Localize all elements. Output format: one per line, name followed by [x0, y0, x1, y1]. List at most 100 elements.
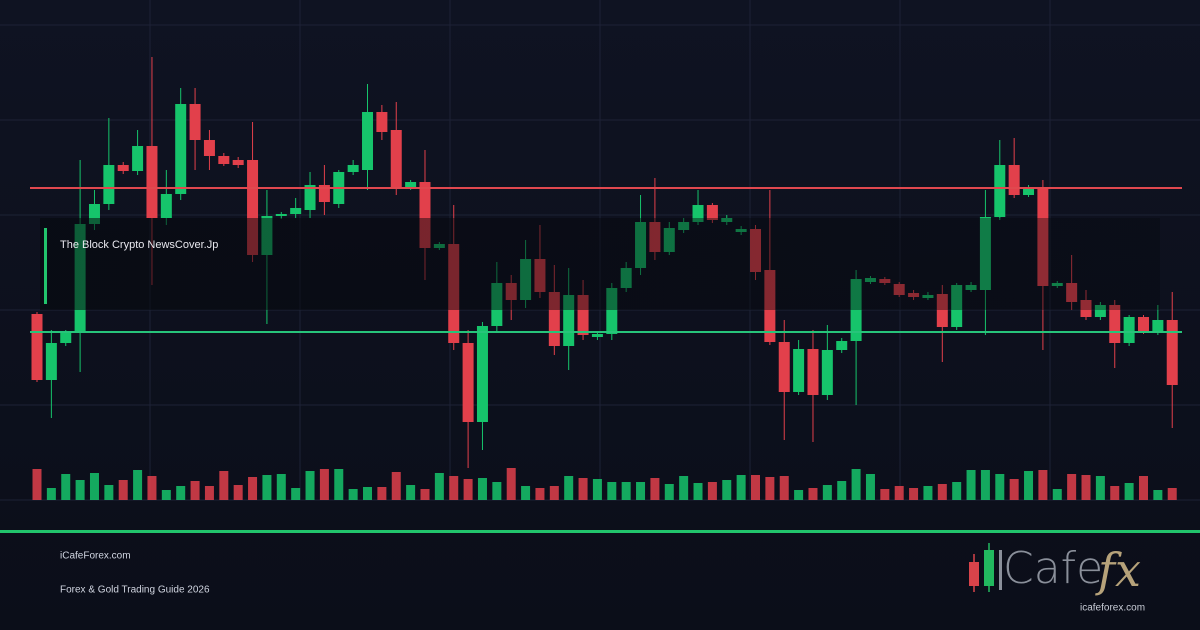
candle-body — [275, 214, 287, 216]
caption-accent — [44, 228, 47, 304]
volume-bar — [564, 476, 574, 500]
volume-bar — [952, 482, 962, 500]
candle-body — [577, 295, 589, 335]
volume-bar — [937, 484, 947, 500]
candle-body — [189, 104, 201, 140]
volume-bar — [420, 489, 430, 500]
volume-bar — [636, 482, 646, 500]
volume-bar — [980, 470, 990, 500]
candle-body — [376, 112, 388, 132]
candle-body — [31, 314, 43, 380]
volume-bar — [1110, 486, 1120, 500]
volume-bar — [923, 486, 933, 500]
volume-bar — [305, 471, 315, 500]
candle-body — [146, 146, 158, 218]
volume-bar — [549, 486, 559, 500]
volume-bar — [262, 475, 272, 500]
volume-bar — [664, 484, 674, 500]
caption: The Block Crypto NewsCover.Jp — [60, 239, 218, 251]
volume-bar — [233, 485, 243, 500]
volume-bar — [966, 470, 976, 500]
volume-bar — [822, 485, 832, 500]
volume-bar — [204, 486, 214, 500]
volume-bar — [463, 479, 473, 500]
candle-body — [563, 295, 575, 346]
candle-body — [419, 182, 431, 248]
candle-body — [994, 165, 1006, 217]
candle-body — [390, 130, 402, 188]
volume-bar — [89, 473, 99, 500]
footer-tagline: Forex & Gold Trading Guide 2026 — [60, 585, 210, 596]
candle-body — [1123, 317, 1135, 343]
volume-bar — [837, 481, 847, 500]
volume-bar — [880, 489, 890, 500]
volume-bar — [607, 482, 617, 500]
candle-body — [778, 342, 790, 392]
volume-bar — [104, 485, 114, 500]
volume-bar — [650, 478, 660, 500]
candle-body — [1137, 317, 1149, 332]
volume-bar — [133, 470, 143, 500]
volume-bar — [1153, 490, 1163, 500]
volume-bar — [1167, 488, 1177, 500]
volume-bar — [147, 476, 157, 500]
candle-body — [88, 204, 100, 224]
candle-body — [175, 104, 187, 194]
volume-bar — [161, 490, 171, 500]
candle-body — [203, 140, 215, 156]
logo-candle — [984, 550, 994, 586]
candle-body — [1166, 320, 1178, 385]
volume-bar — [1138, 476, 1148, 500]
volume-bar — [808, 488, 818, 500]
candle-body — [793, 349, 805, 392]
volume-bar — [477, 478, 487, 500]
volume-bar — [61, 474, 71, 500]
volume-bar — [406, 485, 416, 500]
volume-bar — [1095, 476, 1105, 500]
volume-bar — [176, 486, 186, 500]
candle-body — [218, 156, 230, 164]
volume-bar — [578, 478, 588, 500]
volume-bar — [219, 471, 229, 500]
volume-bar — [707, 482, 717, 500]
candle-body — [692, 205, 704, 222]
candle-body — [836, 341, 848, 350]
volume-bar — [722, 480, 732, 500]
logo-i — [999, 550, 1002, 590]
volume-bar — [1038, 470, 1048, 500]
candle-body — [936, 294, 948, 327]
volume-bar — [46, 488, 56, 500]
volume-bar — [1067, 474, 1077, 500]
footer-site: iCafeForex.com — [60, 551, 131, 562]
volume-bar — [276, 474, 286, 500]
volume-bar — [449, 476, 459, 500]
volume-bar — [377, 487, 387, 500]
volume-bar — [535, 488, 545, 500]
volume-bar — [1024, 471, 1034, 500]
candle-body — [476, 326, 488, 422]
volume-bar — [32, 469, 42, 500]
candle-body — [347, 165, 359, 172]
volume-bar — [909, 488, 919, 500]
volume-bar — [1124, 483, 1134, 500]
volume-bar — [1009, 479, 1019, 500]
volume-bar — [434, 473, 444, 500]
candle-body — [591, 334, 603, 337]
volume-bar — [751, 475, 760, 500]
candle-body — [117, 165, 129, 171]
volume-bar — [521, 486, 531, 500]
candle-body — [548, 292, 560, 346]
candle-body — [1008, 165, 1020, 195]
volume-bar — [851, 469, 861, 500]
logo-url: icafeforex.com — [1080, 603, 1145, 614]
volume-bar — [348, 489, 358, 500]
candle-body — [1152, 320, 1164, 332]
candle-body — [1109, 305, 1121, 343]
candle-body — [462, 343, 474, 422]
volume-bar — [118, 480, 128, 500]
volume-bar — [621, 482, 631, 500]
volume-bar — [319, 469, 329, 500]
logo: Cafe fx icafeforex.com — [969, 543, 1145, 614]
candle-body — [247, 160, 259, 255]
